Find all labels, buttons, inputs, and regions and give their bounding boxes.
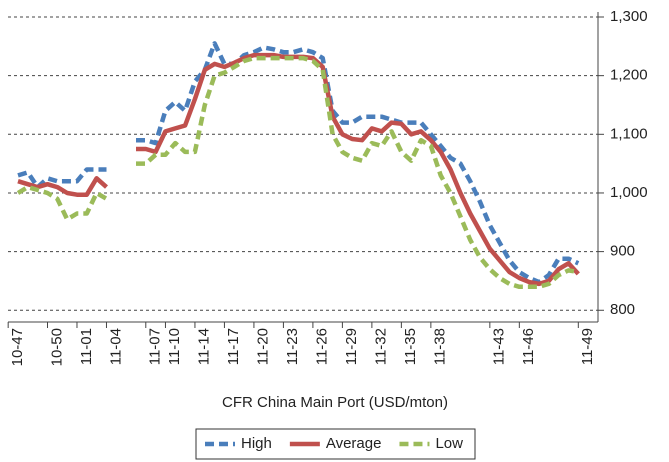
y-tick-label: 1,200 (610, 67, 648, 84)
x-tick-label: 11-32 (373, 328, 390, 365)
x-tick-label: 11-14 (196, 328, 213, 365)
legend-label: Average (326, 435, 382, 452)
y-tick-label: 1,000 (610, 184, 648, 201)
y-tick-label: 900 (610, 243, 635, 260)
x-tick-label: 11-29 (343, 328, 360, 365)
x-tick-label: 11-26 (314, 328, 331, 365)
legend-label: Low (435, 435, 463, 452)
x-tick-label: 11-17 (225, 328, 242, 365)
x-tick-label: 11-35 (402, 328, 419, 365)
x-tick-label: 11-23 (284, 328, 301, 365)
legend-label: High (241, 435, 272, 452)
y-tick-label: 1,100 (610, 125, 648, 142)
y-tick-label: 800 (610, 301, 635, 318)
x-tick-label: 11-38 (432, 328, 449, 365)
x-tick-label: 11-46 (520, 328, 537, 365)
series-line (17, 41, 580, 285)
x-tick-label: 11-07 (147, 328, 164, 365)
x-tick-label: 11-10 (166, 328, 183, 365)
x-tick-label: 10-50 (48, 328, 65, 366)
x-tick-label: 11-01 (78, 328, 95, 365)
x-tick-label: 11-20 (255, 328, 272, 365)
x-tick-label: 10-47 (9, 328, 26, 366)
y-tick-label: 1,300 (610, 8, 648, 25)
series-line (17, 52, 580, 287)
x-tick-label: 11-43 (491, 328, 508, 365)
x-tick-label: 11-04 (107, 328, 124, 365)
x-tick-label: 11-49 (579, 328, 596, 365)
x-axis-title: CFR China Main Port (USD/mton) (222, 394, 448, 411)
series-line (16, 55, 579, 290)
